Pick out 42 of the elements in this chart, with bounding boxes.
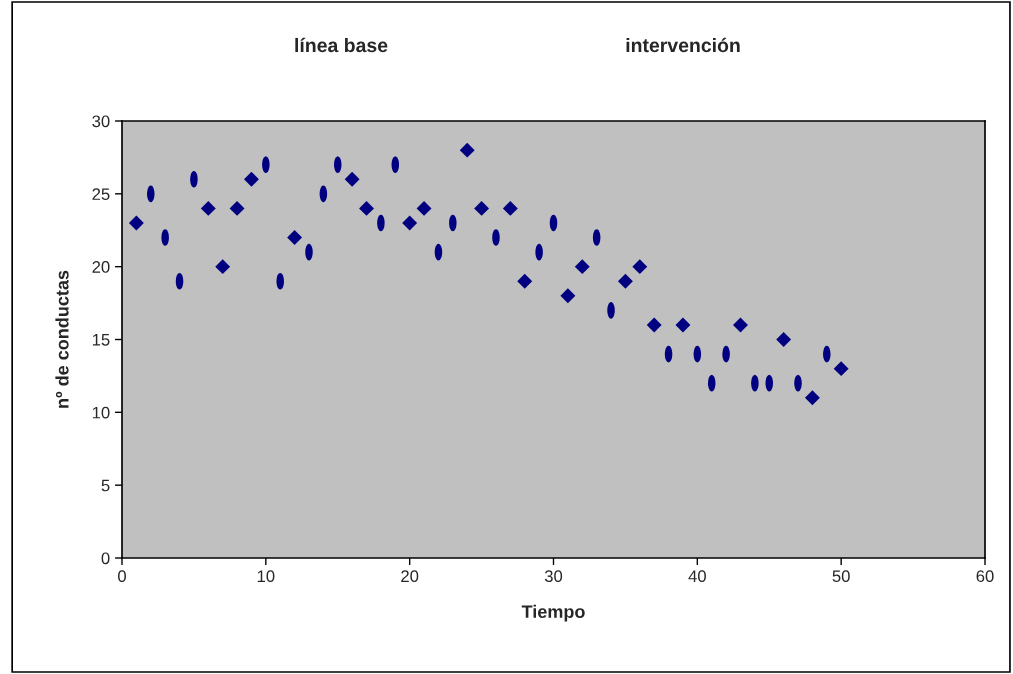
y-tick-label: 20: [92, 261, 110, 273]
x-tick-label: 0: [118, 570, 126, 583]
point: [560, 288, 576, 304]
point: [574, 259, 590, 275]
point: [632, 259, 648, 275]
y-tick-label: 30: [92, 115, 110, 128]
x-tick-label: 60: [976, 570, 994, 583]
point: [474, 200, 490, 216]
point: [359, 200, 374, 216]
point: [416, 200, 432, 216]
x-tick-label: 10: [257, 570, 275, 583]
point: [215, 259, 231, 275]
x-tick-label: 50: [832, 570, 850, 583]
x-tick-label: 20: [401, 570, 419, 583]
point: [200, 200, 216, 216]
point: [128, 215, 144, 231]
point: [287, 230, 303, 245]
point: [244, 171, 259, 187]
y-axis-title: nº de conductas: [55, 270, 69, 408]
point: [675, 317, 691, 333]
point: [229, 200, 245, 216]
text: intervención: [626, 37, 740, 53]
x-axis-title: Tiempo: [521, 604, 585, 622]
point: [517, 273, 533, 289]
point: [502, 200, 518, 216]
point: [402, 215, 418, 231]
y-tick-label: 15: [92, 334, 110, 346]
point: [344, 171, 360, 187]
point: [733, 317, 748, 333]
y-tick-label: 0: [101, 552, 110, 565]
y-tick-label: 25: [92, 188, 110, 201]
point: [804, 390, 820, 406]
point: [776, 332, 792, 347]
point: [617, 273, 633, 289]
y-tick-label: 5: [101, 479, 110, 492]
point: [646, 317, 662, 333]
point: [833, 361, 849, 377]
y-tick-label: 10: [92, 406, 110, 419]
text: línea base: [295, 37, 388, 53]
x-tick-label: 40: [688, 570, 706, 583]
point: [459, 142, 475, 158]
x-tick-label: 30: [544, 570, 563, 583]
